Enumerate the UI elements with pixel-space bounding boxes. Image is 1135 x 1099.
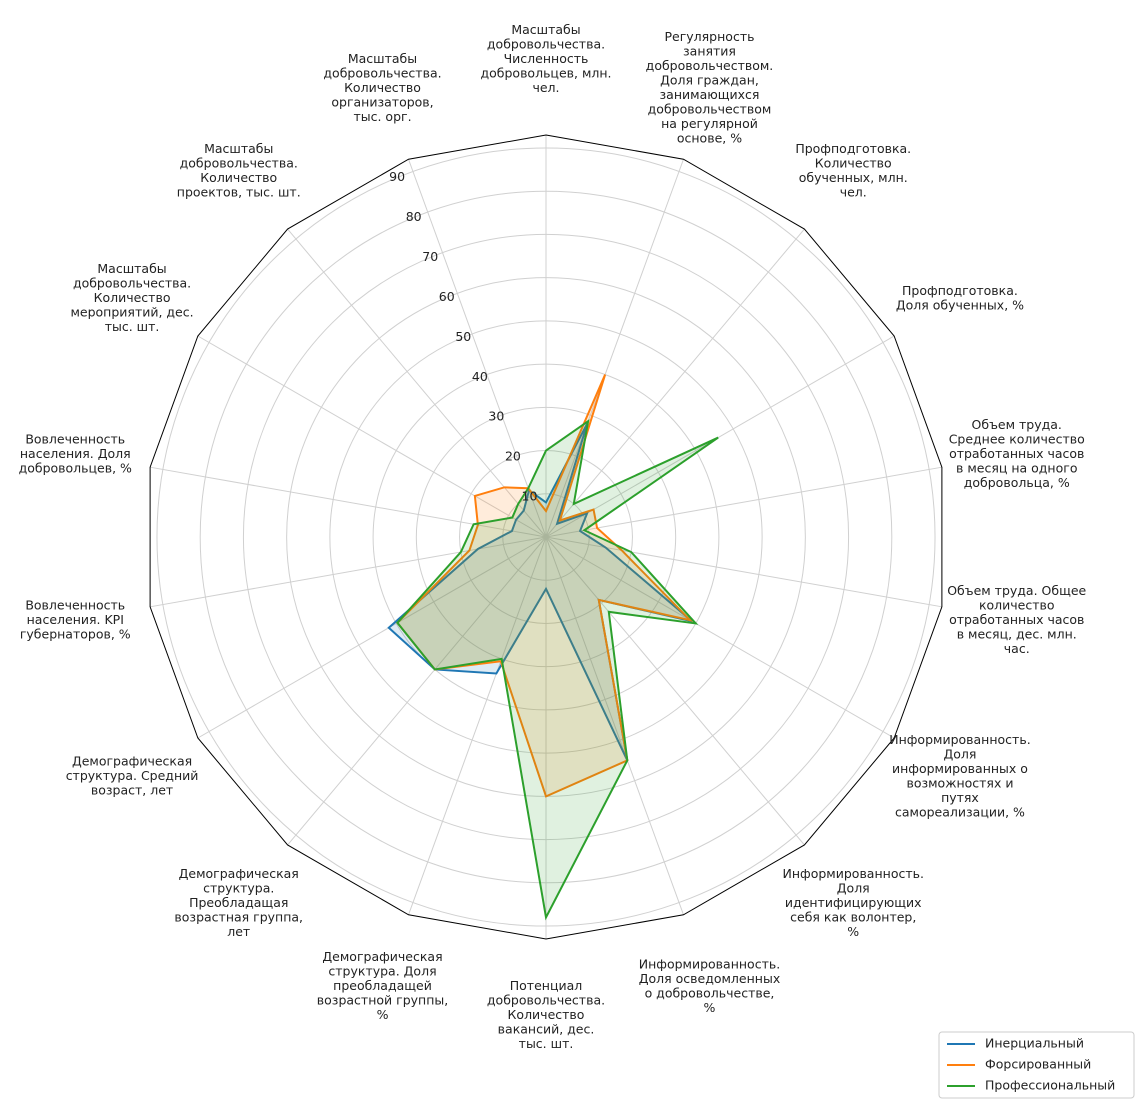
- legend-label: Профессиональный: [985, 1078, 1115, 1093]
- axis-label: Профподготовка. Доля обученных, %: [896, 282, 1024, 312]
- r-tick-label: 90: [389, 169, 405, 184]
- axis-label: Профподготовка. Количество обученных, млн.…: [795, 141, 911, 200]
- axis-label: Масштабы добровольчества. Количество органи…: [323, 50, 441, 123]
- spoke: [545, 228, 805, 538]
- series-line: [396, 374, 694, 798]
- r-tick-label: 10: [522, 489, 538, 504]
- r-tick-label: 50: [455, 329, 471, 344]
- r-tick-label: 70: [422, 249, 438, 264]
- axis-label: Масштабы добровольчества. Количество проект…: [177, 141, 301, 200]
- spoke: [545, 335, 895, 538]
- spoke: [545, 536, 942, 608]
- r-tick-label: 80: [406, 209, 422, 224]
- axis-label: Демографическая структура. Средний возраст…: [66, 753, 199, 797]
- r-tick-label: 40: [472, 369, 488, 384]
- spoke: [545, 159, 684, 538]
- spoke: [287, 536, 547, 846]
- series-area: [397, 421, 719, 918]
- axis-label: Масштабы добровольчества. Численность добро…: [480, 22, 611, 95]
- spoke: [545, 536, 684, 915]
- axis-label: Объем труда. Общее количество отработанных…: [947, 583, 1086, 656]
- legend-box: [938, 1031, 1135, 1099]
- spoke: [545, 536, 895, 739]
- spoke: [150, 466, 547, 538]
- axis-label: Демографическая структура. Доля преобладащ…: [317, 949, 448, 1022]
- spoke: [545, 536, 805, 846]
- r-tick-label: 30: [488, 409, 504, 424]
- axis-label: Масштабы добровольчества. Количество меропр…: [70, 261, 193, 334]
- axis-label: Вовлеченность населения. KPI губернаторов,…: [20, 597, 131, 641]
- spoke: [408, 536, 547, 915]
- series-line: [396, 419, 719, 921]
- series-area: [388, 423, 692, 761]
- series-line: [387, 422, 693, 761]
- axis-label: Информированность. Доля идентифицирующих се…: [783, 866, 924, 939]
- spoke: [197, 536, 547, 739]
- spoke: [287, 228, 547, 538]
- frame: [149, 134, 943, 940]
- legend-label: Инерциальный: [985, 1036, 1084, 1051]
- spoke: [545, 466, 942, 538]
- axis-label: Регулярность занятия добровольчеством. Доля…: [646, 29, 774, 146]
- axis-label: Потенциал добровольчества. Количество вакан…: [487, 978, 605, 1051]
- spoke: [408, 159, 547, 538]
- axis-label: Информированность. Доля осведомленных о до…: [639, 956, 781, 1015]
- legend-label: Форсированный: [985, 1057, 1091, 1072]
- r-tick-label: 20: [505, 449, 521, 464]
- axis-label: Демографическая структура. Преобладащая воз…: [174, 866, 303, 939]
- axis-label: Объем труда. Среднее количество отработанн…: [949, 416, 1085, 489]
- axis-label: Вовлеченность населения. Доля добровольцев…: [19, 431, 132, 475]
- series-area: [397, 374, 691, 797]
- spoke: [197, 335, 547, 538]
- r-tick-label: 60: [439, 289, 455, 304]
